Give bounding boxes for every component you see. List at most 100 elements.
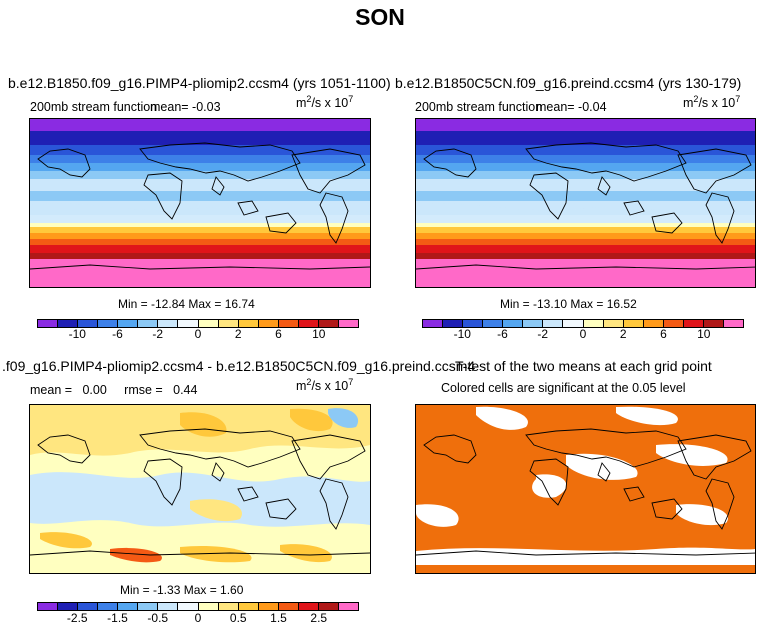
panel-2-title: b.e12.B1850C5CN.f09_g16.preind.ccsm4 (yr… bbox=[395, 75, 742, 91]
colorbar-tick-label: -6 bbox=[112, 327, 123, 341]
contour-band bbox=[416, 245, 755, 253]
contour-band bbox=[416, 155, 755, 163]
coastline bbox=[677, 148, 752, 194]
panel-2-colorbar-ticks: -10 -6 -2 0 2 6 10 bbox=[422, 327, 744, 342]
colorbar-swatch bbox=[683, 320, 704, 327]
colorbar-tick-label: 0 bbox=[579, 327, 587, 341]
panel-3-stats: mean = 0.00 rmse = 0.44 bbox=[30, 383, 198, 397]
coastline bbox=[143, 172, 183, 220]
significant-region bbox=[416, 405, 755, 573]
colorbar-tick-label: -1.5 bbox=[107, 611, 128, 625]
panel-1-field-label: 200mb stream function bbox=[30, 100, 158, 114]
coastline bbox=[529, 172, 569, 220]
panel-1-colorbar-ticks: -10 -6 -2 0 2 6 10 bbox=[37, 327, 359, 342]
coastline bbox=[30, 550, 370, 556]
colorbar-tick-label: -0.5 bbox=[147, 611, 169, 625]
contour-region bbox=[180, 545, 252, 563]
colorbar-swatch bbox=[78, 320, 99, 327]
nonsignificant-region bbox=[416, 504, 459, 527]
coastline bbox=[525, 142, 687, 182]
coastline bbox=[597, 462, 611, 482]
contour-band bbox=[30, 223, 370, 227]
coastline bbox=[705, 192, 735, 244]
contour-band bbox=[30, 233, 370, 239]
nonsignificant-region bbox=[566, 453, 638, 480]
contour-region bbox=[180, 412, 227, 437]
contour-band bbox=[416, 233, 755, 239]
colorbar-swatch bbox=[623, 320, 644, 327]
coastline bbox=[597, 176, 611, 196]
contour-region bbox=[110, 547, 162, 563]
colorbar-swatch bbox=[298, 603, 319, 610]
contour-band bbox=[416, 119, 755, 131]
panel-1-title: b.e12.B1850.f09_g16.PIMP4-pliomip2.ccsm4… bbox=[8, 75, 391, 91]
coastline bbox=[529, 458, 569, 506]
colorbar-tick-label: 10 bbox=[697, 327, 711, 341]
panel-1-units: m2/s x 107 bbox=[296, 94, 354, 111]
coastline bbox=[139, 428, 301, 468]
contour-band bbox=[416, 171, 755, 179]
panel-3-colorbar bbox=[37, 602, 359, 611]
colorbar-swatch bbox=[138, 603, 159, 610]
contour-band bbox=[30, 239, 370, 245]
contour-region bbox=[328, 408, 359, 428]
colorbar-swatch bbox=[218, 603, 239, 610]
colorbar-tick-label: 0.5 bbox=[229, 611, 247, 625]
colorbar-tick-label: 0 bbox=[194, 327, 202, 341]
colorbar-swatch bbox=[703, 320, 724, 327]
coastline bbox=[291, 434, 366, 480]
panel-1-mean-label: mean= -0.03 bbox=[150, 100, 221, 114]
contour-region bbox=[30, 472, 370, 527]
colorbar-swatch bbox=[523, 320, 544, 327]
nonsignificant-region bbox=[676, 504, 728, 526]
colorbar-tick-label: 2 bbox=[619, 327, 627, 341]
colorbar-swatch bbox=[198, 603, 219, 610]
coastline bbox=[211, 176, 225, 196]
contour-band bbox=[30, 171, 370, 179]
contour-region bbox=[290, 408, 333, 432]
colorbar-swatch bbox=[503, 320, 524, 327]
coastline bbox=[651, 212, 683, 234]
colorbar-swatch bbox=[38, 603, 59, 610]
panel-4-map bbox=[415, 404, 756, 574]
contour-band bbox=[30, 131, 370, 145]
contour-band bbox=[30, 245, 370, 253]
contour-region bbox=[280, 544, 332, 563]
coastline bbox=[623, 200, 645, 216]
coastline bbox=[651, 498, 683, 520]
nonsignificant-region bbox=[476, 406, 528, 430]
colorbar-tick-label: -2.5 bbox=[66, 611, 88, 625]
coastline bbox=[319, 478, 349, 530]
colorbar-swatch bbox=[38, 320, 59, 327]
colorbar-swatch bbox=[663, 320, 684, 327]
coastline bbox=[37, 434, 91, 464]
panel-3-minmax: Min = -1.33 Max = 1.60 bbox=[120, 583, 244, 597]
contour-band bbox=[30, 259, 370, 287]
colorbar-swatch bbox=[158, 603, 179, 610]
colorbar-tick-label: -2 bbox=[152, 327, 164, 341]
panel-2-colorbar bbox=[422, 319, 744, 328]
colorbar-swatch bbox=[78, 603, 99, 610]
colorbar-swatch bbox=[318, 603, 339, 610]
nonsignificant-region bbox=[656, 444, 728, 466]
contour-band bbox=[30, 155, 370, 163]
coastline bbox=[143, 458, 183, 506]
contour-band bbox=[30, 253, 370, 259]
colorbar-swatch bbox=[318, 320, 339, 327]
colorbar-swatch bbox=[423, 320, 444, 327]
colorbar-tick-label: -6 bbox=[497, 327, 508, 341]
colorbar-swatch bbox=[258, 603, 279, 610]
contour-band bbox=[416, 191, 755, 201]
contour-band bbox=[416, 239, 755, 245]
colorbar-swatch bbox=[98, 320, 119, 327]
panel-1-colorbar bbox=[37, 319, 359, 328]
colorbar-tick-label: -10 bbox=[68, 327, 86, 341]
panel-3-colorbar-ticks: -2.5 -1.5 -0.5 0 0.5 1.5 2.5 bbox=[37, 611, 359, 626]
colorbar-swatch bbox=[138, 320, 159, 327]
colorbar-swatch bbox=[58, 603, 79, 610]
colorbar-swatch bbox=[603, 320, 624, 327]
contour-region bbox=[190, 499, 242, 522]
colorbar-swatch bbox=[118, 320, 139, 327]
contour-band bbox=[416, 179, 755, 191]
coastline bbox=[291, 148, 366, 194]
